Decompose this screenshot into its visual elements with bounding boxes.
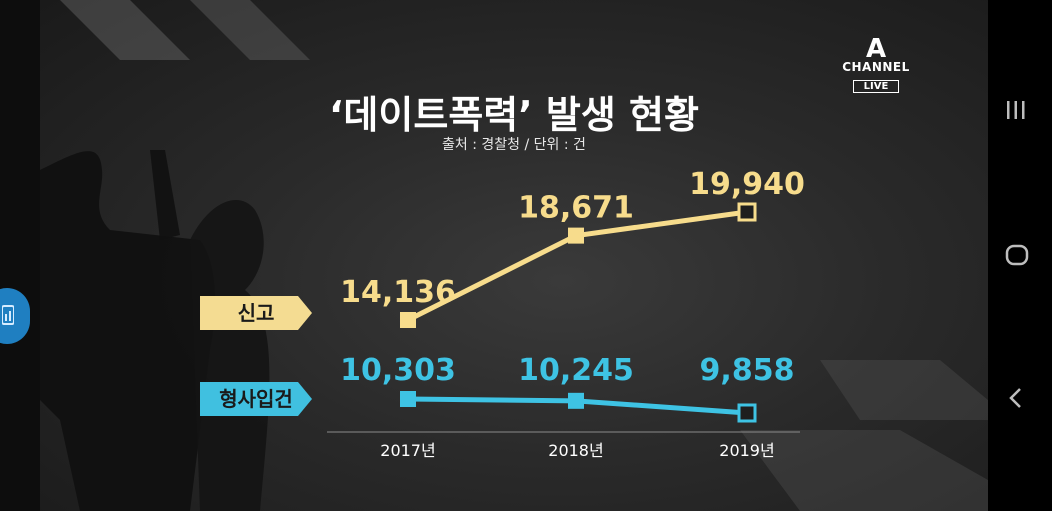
- live-badge: LIVE: [852, 80, 900, 93]
- data-label: 9,858: [700, 353, 795, 388]
- data-label: 10,303: [340, 353, 456, 388]
- data-point: [400, 391, 416, 407]
- android-nav-bar: [988, 0, 1052, 511]
- data-point: [568, 227, 584, 244]
- x-tick-label: 2017년: [380, 441, 435, 460]
- x-tick-label: 2019년: [719, 441, 774, 460]
- data-point: [737, 202, 757, 222]
- line-chart: 2017년 2018년 2019년 신고 14,136 18,671 19,940 형사입건 1…: [200, 167, 805, 460]
- series-tag: [200, 382, 312, 416]
- data-point: [737, 403, 757, 423]
- back-icon: [1009, 388, 1021, 408]
- floating-app-button[interactable]: [0, 288, 30, 344]
- recent-apps-button[interactable]: [1004, 98, 1028, 126]
- chart-subtitle: 출처 : 경찰청 / 단위 : 건: [442, 137, 586, 153]
- x-tick-label: 2018년: [548, 441, 603, 460]
- data-point: [568, 392, 584, 409]
- logo-mark: A: [865, 34, 887, 64]
- series-name-label: 형사입건: [219, 387, 293, 411]
- chart-title: ‘데이트폭력’ 발생 현황: [329, 93, 699, 137]
- data-point: [400, 312, 416, 328]
- home-icon: [1005, 244, 1029, 266]
- data-label: 14,136: [340, 275, 456, 310]
- back-button[interactable]: [1004, 386, 1028, 414]
- floating-app-icon: [2, 305, 14, 325]
- channel-logo: A CHANNEL LIVE: [840, 34, 912, 93]
- series-name-label: 신고: [238, 301, 275, 325]
- broadcast-frame: A CHANNEL LIVE ‘데이트폭력’ 발생 현황 출처 : 경찰청 / …: [40, 0, 988, 511]
- left-edge: [0, 0, 40, 511]
- data-label: 19,940: [689, 167, 805, 202]
- background-art: [40, 0, 988, 511]
- recent-apps-icon: [1007, 101, 1025, 119]
- data-label: 10,245: [518, 353, 634, 388]
- data-label: 18,671: [518, 191, 634, 226]
- logo-channel-text: CHANNEL: [842, 60, 910, 74]
- series-tag: [200, 296, 312, 330]
- home-button[interactable]: [1004, 242, 1030, 272]
